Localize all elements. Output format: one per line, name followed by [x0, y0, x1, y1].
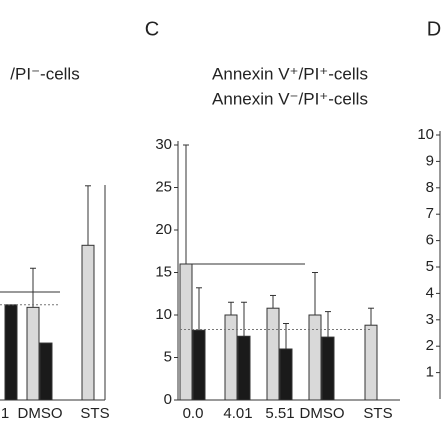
legend-label: Annexin V⁻/PI⁺-cells [212, 89, 368, 108]
bar [266, 307, 280, 401]
x-tick-label: DMSO [300, 405, 345, 422]
y-tick-label: 8 [426, 179, 434, 196]
bar [237, 335, 251, 401]
bar [26, 306, 40, 401]
y-tick-label: 10 [155, 306, 172, 323]
bar [321, 336, 335, 401]
y-tick-label: 1 [426, 364, 434, 381]
y-tick-label: 6 [426, 232, 434, 249]
panel-label: C [145, 18, 159, 40]
bar [308, 314, 322, 401]
x-tick-label: 0.0 [183, 405, 204, 422]
bar [224, 314, 238, 401]
y-tick-label: 5 [164, 348, 172, 365]
y-tick-label: 10 [417, 126, 434, 143]
y-tick-label: 15 [155, 263, 172, 280]
y-tick-label: 0 [164, 391, 172, 408]
y-tick-label: 7 [426, 205, 434, 222]
bar [279, 348, 293, 401]
y-tick-label: 2 [426, 337, 434, 354]
x-tick-label: 4.01 [223, 405, 252, 422]
bar [81, 244, 95, 401]
x-tick-label: STS [363, 405, 392, 422]
bar [4, 304, 18, 401]
bar [179, 263, 193, 401]
y-tick-label: 4 [426, 284, 434, 301]
x-tick-label: 1 [1, 405, 9, 422]
y-tick-label: 25 [155, 178, 172, 195]
y-tick-label: 30 [155, 136, 172, 153]
y-tick-label: 9 [426, 152, 434, 169]
y-tick-label: 5 [426, 258, 434, 275]
panel-label: D [427, 18, 441, 40]
bar [192, 329, 206, 401]
x-tick-label: STS [80, 405, 109, 422]
x-tick-label: DMSO [18, 405, 63, 422]
y-tick-label: 20 [155, 221, 172, 238]
bar [39, 342, 53, 401]
chart-title: /PI⁻-cells [10, 64, 79, 83]
y-tick-label: 3 [426, 311, 434, 328]
legend-label: Annexin V⁺/PI⁺-cells [212, 64, 368, 83]
x-tick-label: 5.51 [265, 405, 294, 422]
bar [364, 324, 378, 401]
